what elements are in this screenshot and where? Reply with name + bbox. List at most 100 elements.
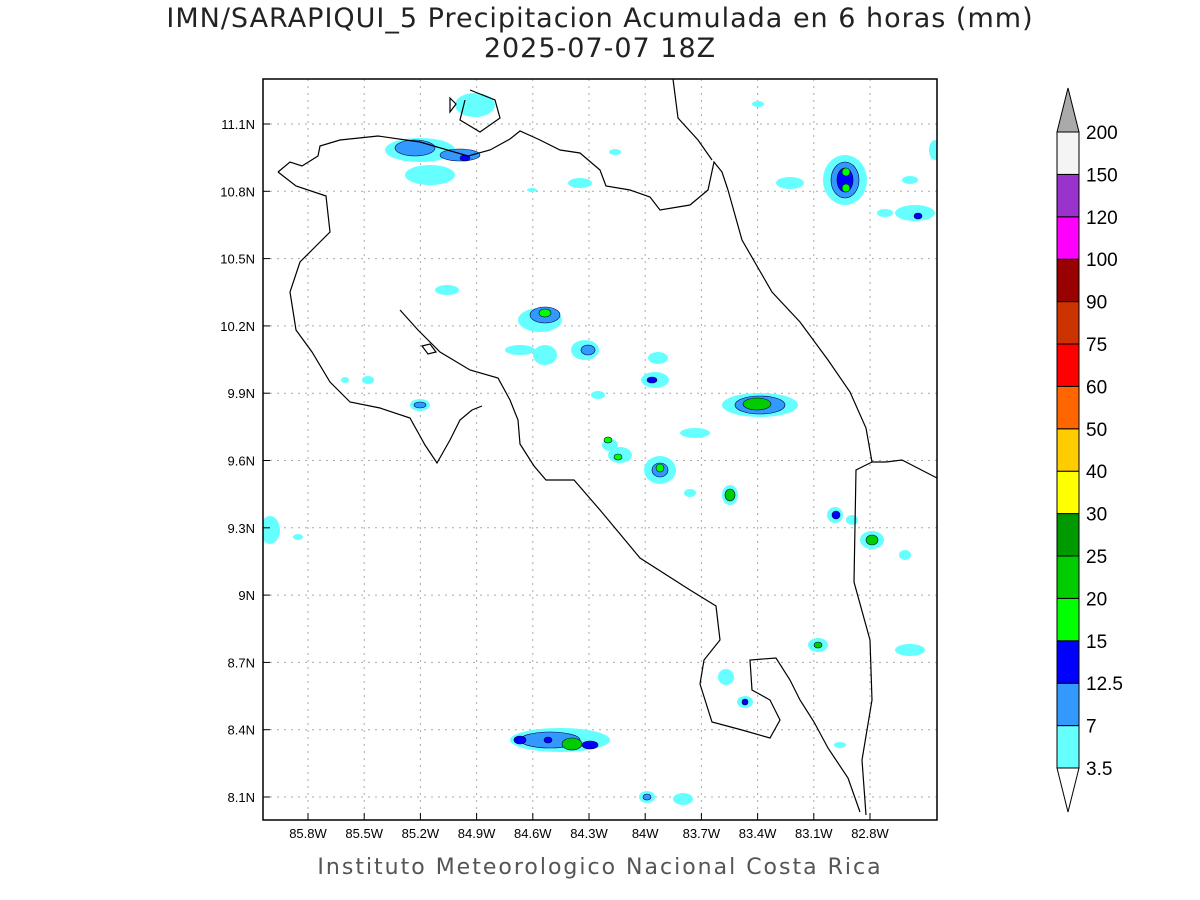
- precip-cell: [655, 463, 665, 473]
- colorbar-label: 25: [1086, 547, 1107, 568]
- precip-cell: [394, 139, 436, 157]
- precip-cell: [895, 205, 935, 221]
- lat-label: 8.7N: [228, 655, 255, 670]
- colorbar: 3.5 7 12.5 15 20 25 30 40 50 60 75 90 100 120 150 200: [1056, 87, 1123, 813]
- precip-cell: [533, 345, 557, 365]
- precip-cell: [841, 167, 851, 177]
- colorbar-label: 7: [1086, 717, 1097, 738]
- axis-labels: 11.1N 10.8N 10.5N 10.2N 9.9N 9.6N 9.3N 9N 8.7N 8.…: [220, 117, 889, 841]
- precip-cell: [831, 510, 841, 520]
- precip-cell: [902, 176, 918, 184]
- lon-label: 85.8W: [289, 826, 327, 841]
- lat-label: 9.6N: [228, 454, 255, 469]
- colorbar-label: 90: [1086, 293, 1107, 314]
- lon-label: 84.6W: [514, 826, 552, 841]
- precip-cell: [673, 793, 693, 805]
- precipitation-field: [263, 93, 937, 805]
- map-subtitle: 2025-07-07 18Z: [483, 33, 717, 64]
- precip-cell: [341, 377, 349, 383]
- precip-cell: [581, 740, 599, 750]
- lat-label: 11.1N: [221, 117, 255, 132]
- colorbar-swatch: [1056, 173, 1080, 218]
- precip-cell: [580, 344, 596, 356]
- precip-cell: [648, 352, 668, 364]
- precip-cell: [642, 793, 652, 801]
- precip-cell: [913, 212, 923, 220]
- precip-cell: [877, 209, 893, 217]
- colorbar-label: 12.5: [1086, 674, 1123, 695]
- colorbar-label: 150: [1086, 165, 1118, 186]
- colorbar-swatch: [1056, 597, 1080, 642]
- colorbar-label: 3.5: [1086, 759, 1112, 780]
- colorbar-label: 50: [1086, 420, 1107, 441]
- colorbar-label: 200: [1086, 123, 1118, 144]
- precip-cell: [527, 188, 537, 192]
- precip-cell: [435, 285, 459, 295]
- precip-cell: [603, 436, 613, 444]
- precip-cell: [561, 737, 583, 751]
- footer-credit: Instituto Meteorologico Nacional Costa R…: [317, 855, 883, 880]
- colorbar-swatch: [1056, 470, 1080, 515]
- colorbar-swatch: [1056, 343, 1080, 387]
- colorbar-label: 100: [1086, 250, 1118, 271]
- coastlines: [277, 79, 937, 816]
- colorbar-swatch: [1056, 513, 1080, 557]
- precip-cell: [741, 698, 749, 706]
- lat-label: 9.3N: [228, 521, 255, 536]
- lat-label: 8.1N: [228, 790, 255, 805]
- lon-label: 84.3W: [570, 826, 608, 841]
- precip-cell: [724, 488, 736, 502]
- lon-label: 84.9W: [458, 826, 496, 841]
- precip-cell: [846, 515, 858, 525]
- precip-cell: [413, 401, 427, 409]
- precip-cell: [293, 534, 303, 540]
- lat-label: 10.5N: [220, 252, 255, 267]
- lat-label: 9.9N: [228, 386, 255, 401]
- colorbar-label: 75: [1086, 335, 1107, 356]
- precip-cell: [568, 178, 592, 188]
- precip-cell: [776, 177, 804, 189]
- precip-cell: [684, 489, 696, 497]
- precip-cell: [362, 376, 374, 384]
- map-title: IMN/SARAPIQUI_5 Precipitacion Acumulada …: [166, 3, 1034, 34]
- colorbar-label: 20: [1086, 589, 1107, 610]
- precip-cell: [718, 669, 734, 685]
- colorbar-label: 60: [1086, 377, 1107, 398]
- grid-lines: [263, 79, 937, 820]
- lat-label: 8.4N: [228, 723, 255, 738]
- colorbar-label: 120: [1086, 208, 1118, 229]
- precip-cell: [929, 140, 937, 160]
- precip-cell: [865, 534, 879, 546]
- precip-cell: [752, 101, 764, 107]
- precip-cell: [646, 376, 658, 384]
- precip-cell: [455, 93, 495, 117]
- colorbar-swatch: [1056, 428, 1080, 472]
- colorbar-upper-triangle: [1056, 87, 1080, 133]
- precip-cell: [899, 550, 911, 560]
- precip-cell: [405, 165, 455, 185]
- precip-cell: [841, 183, 851, 193]
- colorbar-label: 15: [1086, 632, 1107, 653]
- precip-cell: [680, 428, 710, 438]
- precip-cell: [591, 391, 605, 399]
- colorbar-label: 30: [1086, 505, 1107, 526]
- lon-label: 82.8W: [851, 826, 889, 841]
- precip-cell: [538, 308, 552, 318]
- lon-label: 85.5W: [345, 826, 383, 841]
- precip-cell: [895, 644, 925, 656]
- precip-cell: [742, 397, 772, 411]
- colorbar-swatch: [1056, 385, 1080, 430]
- colorbar-swatch: [1056, 725, 1080, 769]
- precip-cell: [609, 149, 621, 155]
- precip-cell: [834, 742, 846, 748]
- lon-label: 83.1W: [795, 826, 833, 841]
- colorbar-swatch: [1056, 131, 1080, 175]
- precip-cell: [613, 453, 623, 461]
- colorbar-swatch: [1056, 258, 1080, 303]
- precip-cell: [263, 516, 280, 544]
- precip-cell: [543, 736, 553, 744]
- precip-cell: [813, 641, 823, 649]
- precip-cell: [513, 735, 527, 745]
- lon-label: 83.4W: [739, 826, 777, 841]
